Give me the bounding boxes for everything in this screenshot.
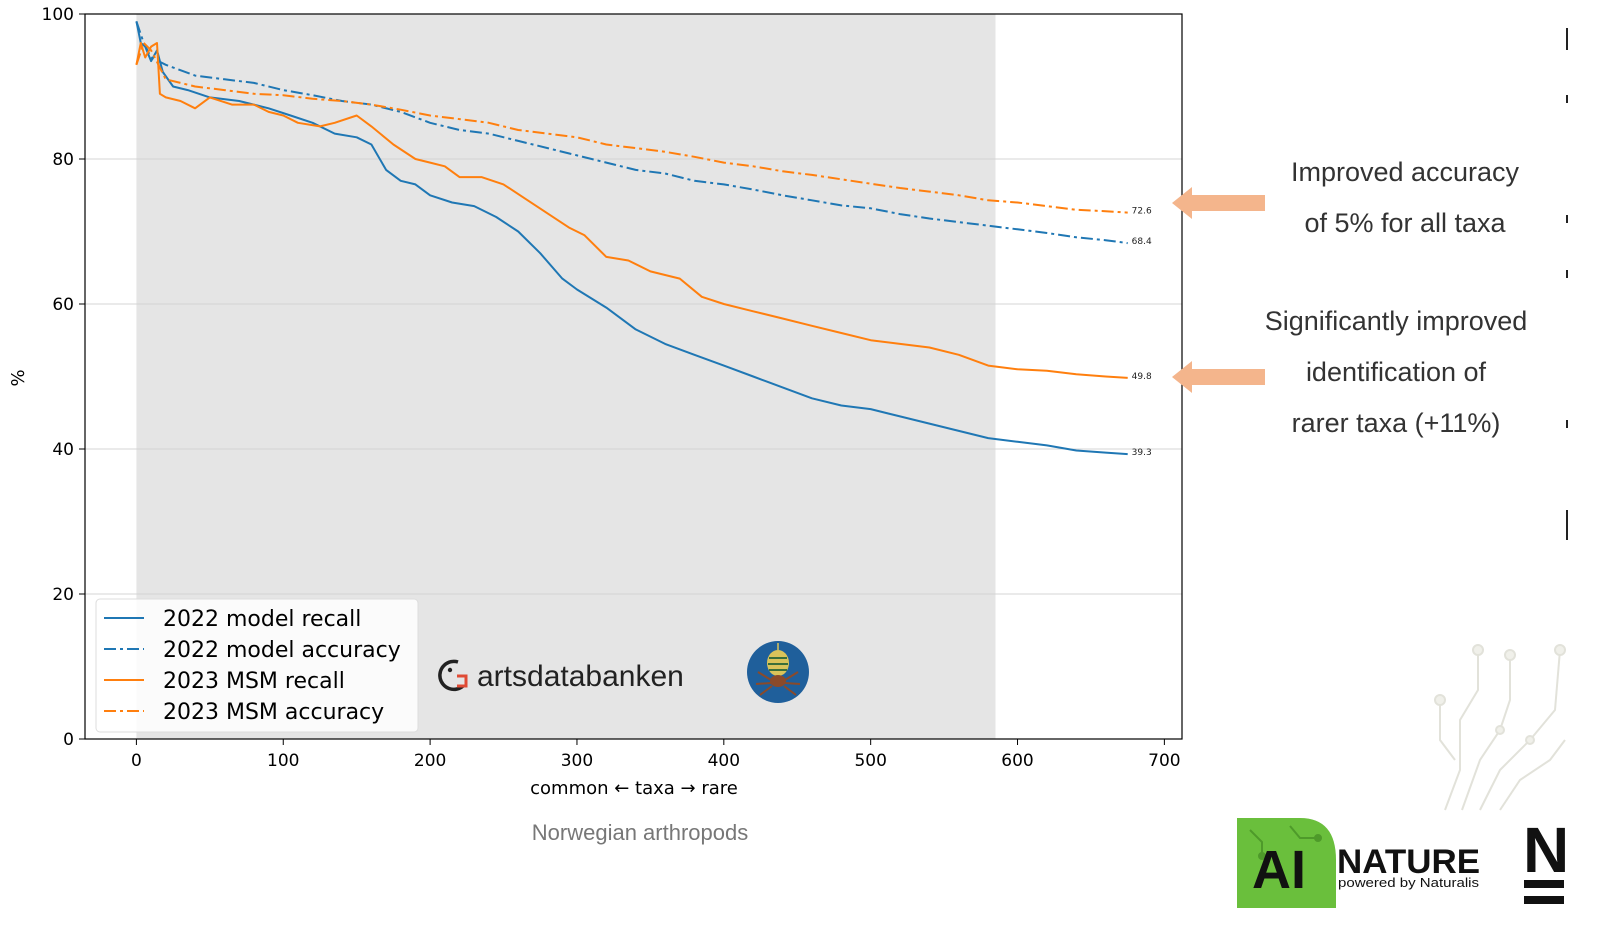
series-end-label: 72.6 — [1132, 207, 1152, 217]
artsdatabanken-logo: artsdatabanken — [438, 659, 684, 693]
x-tick-label: 100 — [267, 751, 299, 771]
y-tick-label: 20 — [52, 585, 74, 605]
x-tick-label: 300 — [561, 751, 593, 771]
nature-wordmark: NATURE — [1337, 843, 1480, 881]
end-labels: 39.3 68.4 49.8 72.6 — [1132, 207, 1152, 458]
y-tick-label: 40 — [52, 440, 74, 460]
legend-label: 2022 model recall — [163, 607, 361, 632]
series-end-label: 49.8 — [1132, 372, 1152, 382]
annotation-rare-taxa: Significantly improved identification of… — [1235, 296, 1557, 449]
spider-badge-icon — [747, 641, 809, 703]
legend-label: 2023 MSM recall — [163, 669, 345, 694]
legend-label: 2023 MSM accuracy — [163, 700, 384, 725]
ai-wordmark: AI — [1252, 840, 1306, 900]
annotation-rare-line3: rarer taxa (+11%) — [1291, 408, 1501, 438]
x-tick-label: 0 — [131, 751, 142, 771]
x-tick-label: 700 — [1148, 751, 1180, 771]
x-axis-label: common ← taxa → rare — [530, 778, 738, 799]
artsdatabanken-wordmark: artsdatabanken — [477, 660, 684, 693]
partial-brand-logo: N — [1523, 814, 1569, 904]
y-axis-ticks: 0 20 40 60 80 100 — [42, 5, 85, 750]
powered-by-text: powered by Naturalis — [1338, 875, 1480, 890]
artsdatabanken-mark-icon — [438, 659, 465, 692]
series-end-label: 68.4 — [1132, 237, 1152, 247]
series-line-3 — [135, 42, 1128, 214]
legend: 2022 model recall 2022 model accuracy 2023… — [95, 598, 419, 733]
arrow-accuracy-icon — [1172, 187, 1265, 219]
grid-lines — [85, 158, 1182, 595]
y-axis-label: % — [8, 369, 29, 386]
ai-nature-logo: AI NATURE powered by Naturalis — [1237, 818, 1480, 908]
y-tick-label: 0 — [63, 730, 74, 750]
y-tick-label: 100 — [42, 5, 74, 25]
annotation-accuracy: Improved accuracy of 5% for all taxa — [1255, 147, 1555, 249]
x-tick-label: 600 — [1001, 751, 1033, 771]
annotation-rare-line1: Significantly improved — [1264, 306, 1528, 336]
annotation-accuracy-line1: Improved accuracy — [1290, 157, 1520, 187]
annotation-accuracy-line2: of 5% for all taxa — [1304, 208, 1506, 238]
series-line-0 — [135, 21, 1128, 456]
x-axis-ticks: 0 100 200 300 400 500 600 700 — [131, 739, 1181, 771]
series-line-2 — [135, 42, 1128, 379]
series-line-1 — [135, 20, 1128, 245]
circuit-decoration-icon — [1434, 644, 1566, 811]
artsdatabanken-accent-icon — [457, 674, 468, 688]
x-tick-label: 400 — [708, 751, 740, 771]
chart-subtitle: Norwegian arthropods — [531, 820, 749, 845]
series-layer — [135, 20, 1128, 456]
y-tick-label: 60 — [52, 295, 74, 315]
annotation-rare-line2: identification of — [1305, 357, 1487, 387]
legend-label: 2022 model accuracy — [163, 638, 401, 663]
arrow-rare-taxa-icon — [1172, 361, 1265, 393]
y-tick-label: 80 — [52, 150, 74, 170]
partial-brand-letter: N — [1523, 814, 1569, 886]
series-end-label: 39.3 — [1132, 448, 1152, 458]
x-tick-label: 500 — [854, 751, 886, 771]
x-tick-label: 200 — [414, 751, 446, 771]
